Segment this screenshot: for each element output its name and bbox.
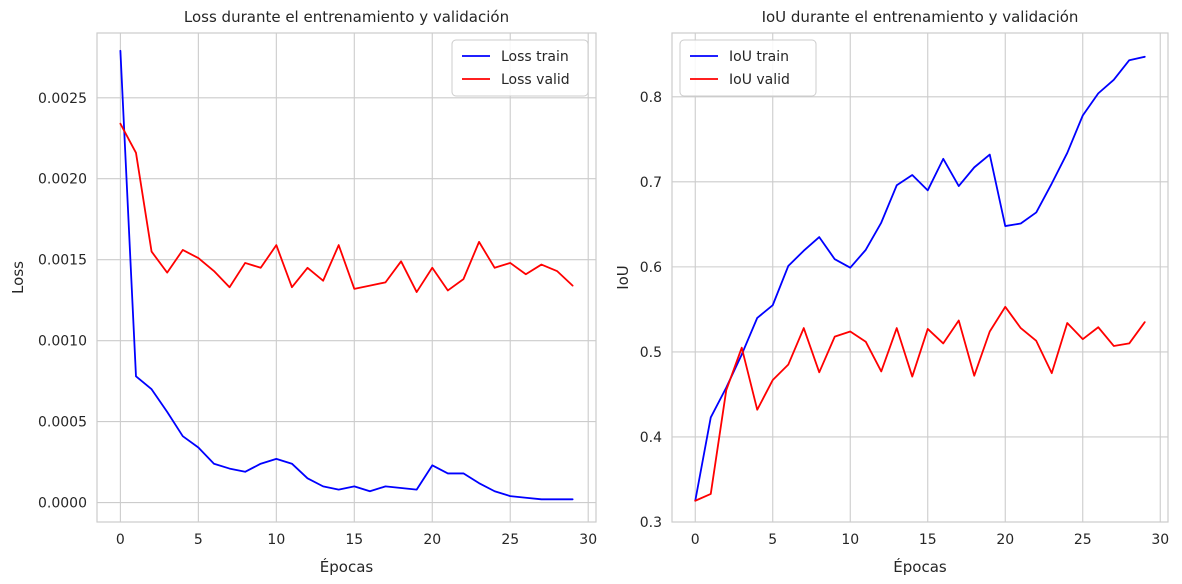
x-tick-label: 20 <box>996 532 1014 548</box>
x-tick-label: 10 <box>841 532 859 548</box>
y-tick-label: 0.0020 <box>38 172 87 188</box>
series-line-iou-train <box>694 55 1146 502</box>
y-tick-label: 0.7 <box>640 175 662 191</box>
legend-label: IoU train <box>729 49 789 65</box>
series-line-loss-train <box>119 49 574 501</box>
y-tick-label: 0.3 <box>640 515 662 531</box>
legend: IoU train IoU valid <box>679 39 817 97</box>
chart-title: IoU durante el entrenamiento y validació… <box>762 8 1079 26</box>
y-tick-label: 0.0005 <box>38 415 87 431</box>
y-tick-label: 0.0025 <box>38 91 87 107</box>
chart-title: Loss durante el entrenamiento y validaci… <box>184 8 509 26</box>
legend-box <box>679 39 817 97</box>
legend-label: Loss train <box>501 49 569 65</box>
y-axis-label: Loss <box>9 261 27 294</box>
chart-1: 0 5 10 15 20 25 30 0.0000 0.0005 0.0010 0.0015 0.00… <box>9 8 597 576</box>
plot-frame <box>96 32 597 523</box>
y-tick-label: 0.8 <box>640 90 662 106</box>
x-tick-label: 10 <box>267 532 285 548</box>
chart-2: 0 5 10 15 20 25 30 0.3 0.4 0.5 0.6 0.7 0.8 IoU durant… <box>614 8 1169 576</box>
x-axis-label: Épocas <box>320 557 374 576</box>
legend-label: Loss valid <box>501 72 570 88</box>
y-tick-label: 0.0015 <box>38 253 87 269</box>
plot-frame <box>671 32 1169 523</box>
x-tick-label: 15 <box>345 532 363 548</box>
x-tick-label: 0 <box>691 532 700 548</box>
x-axis-label: Épocas <box>893 557 947 576</box>
x-tick-label: 25 <box>501 532 519 548</box>
x-tick-label: 30 <box>579 532 597 548</box>
x-tick-label: 5 <box>194 532 203 548</box>
series-line-loss-valid <box>119 122 574 293</box>
y-tick-label: 0.5 <box>640 345 662 361</box>
y-tick-label: 0.0000 <box>38 496 87 512</box>
x-tick-label: 20 <box>423 532 441 548</box>
x-tick-label: 15 <box>919 532 937 548</box>
legend-box <box>451 39 589 97</box>
series-line-iou-valid <box>694 305 1146 502</box>
x-tick-label: 25 <box>1074 532 1092 548</box>
legend: Loss train Loss valid <box>451 39 589 97</box>
y-tick-label: 0.4 <box>640 430 662 446</box>
x-tick-label: 5 <box>768 532 777 548</box>
y-tick-label: 0.6 <box>640 260 662 276</box>
y-tick-label: 0.0010 <box>38 334 87 350</box>
y-axis-label: IoU <box>614 265 632 290</box>
x-tick-label: 30 <box>1151 532 1169 548</box>
legend-label: IoU valid <box>729 72 790 88</box>
x-tick-label: 0 <box>116 532 125 548</box>
